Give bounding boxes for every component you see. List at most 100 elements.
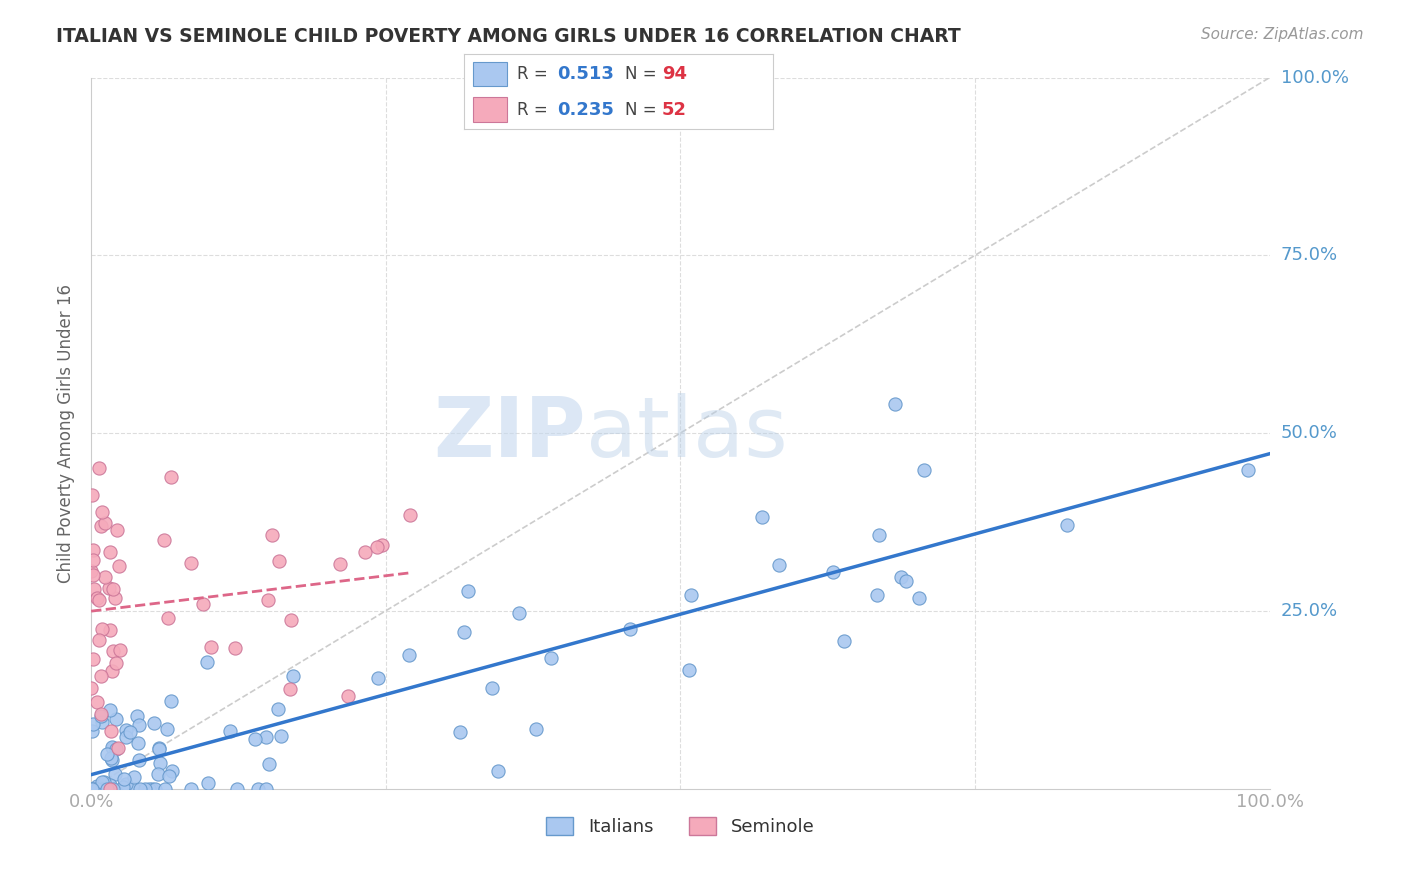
Point: [751, 509, 773, 524]
Point: [907, 591, 929, 606]
Text: Source: ZipAtlas.com: Source: ZipAtlas.com: [1201, 27, 1364, 42]
Point: [127, 736, 149, 750]
Point: [96, 781, 118, 796]
Point: [257, 592, 280, 607]
Point: [104, 767, 127, 781]
Point: [98, 781, 121, 796]
Point: [86, 781, 108, 796]
Point: [101, 582, 124, 597]
Point: [83, 781, 105, 796]
Point: [94, 516, 117, 530]
Point: [366, 540, 388, 554]
Point: [157, 769, 180, 783]
Point: [912, 463, 935, 477]
Point: [280, 613, 302, 627]
Point: [540, 651, 562, 665]
Point: [82, 781, 104, 796]
Point: [257, 757, 280, 772]
Point: [82, 717, 104, 731]
Point: [104, 591, 127, 605]
Point: [89, 593, 111, 607]
Point: [1056, 517, 1078, 532]
Text: 25.0%: 25.0%: [1281, 602, 1339, 620]
Point: [399, 508, 422, 522]
Point: [283, 669, 305, 683]
Point: [619, 623, 641, 637]
Point: [160, 469, 183, 483]
Point: [129, 781, 152, 796]
Point: [329, 557, 352, 571]
Point: [96, 747, 118, 761]
Point: [269, 554, 291, 568]
Point: [267, 702, 290, 716]
Point: [367, 671, 389, 685]
Point: [101, 644, 124, 658]
Point: [91, 714, 114, 729]
Point: [153, 781, 176, 796]
Point: [101, 741, 124, 756]
Point: [134, 781, 156, 796]
Point: [90, 709, 112, 723]
Point: [105, 657, 128, 671]
Point: [894, 574, 917, 588]
Point: [101, 754, 124, 768]
Point: [153, 533, 176, 547]
Point: [115, 777, 138, 791]
Text: 52: 52: [662, 101, 688, 119]
Text: R =: R =: [516, 65, 553, 83]
Point: [254, 730, 277, 744]
Point: [82, 568, 104, 582]
Point: [156, 722, 179, 736]
Point: [90, 669, 112, 683]
Point: [678, 664, 700, 678]
Point: [108, 558, 131, 573]
Point: [101, 781, 124, 796]
Point: [105, 523, 128, 537]
Point: [100, 664, 122, 678]
Point: [82, 781, 104, 796]
Point: [195, 655, 218, 669]
Point: [90, 706, 112, 721]
Point: [86, 591, 108, 605]
Text: ITALIAN VS SEMINOLE CHILD POVERTY AMONG GIRLS UNDER 16 CORRELATION CHART: ITALIAN VS SEMINOLE CHILD POVERTY AMONG …: [56, 27, 960, 45]
Text: R =: R =: [516, 101, 553, 119]
Point: [354, 545, 377, 559]
Point: [821, 565, 844, 579]
Point: [883, 397, 905, 411]
Point: [97, 582, 120, 596]
Point: [82, 488, 104, 502]
Point: [83, 582, 105, 596]
Point: [457, 584, 479, 599]
Point: [865, 588, 887, 602]
Point: [200, 640, 222, 655]
Point: [82, 552, 104, 566]
Point: [122, 770, 145, 784]
Text: 0.513: 0.513: [557, 65, 613, 83]
Point: [94, 569, 117, 583]
Point: [98, 778, 121, 792]
Point: [141, 781, 163, 796]
Point: [80, 565, 103, 579]
Text: N =: N =: [624, 65, 662, 83]
Point: [336, 689, 359, 703]
Point: [138, 781, 160, 796]
Point: [398, 648, 420, 662]
Point: [100, 739, 122, 754]
Point: [108, 643, 131, 657]
Point: [100, 724, 122, 739]
Point: [90, 781, 112, 796]
Point: [93, 774, 115, 789]
Point: [270, 729, 292, 743]
Point: [197, 776, 219, 790]
Point: [122, 781, 145, 796]
Point: [160, 693, 183, 707]
Point: [481, 681, 503, 696]
Text: 94: 94: [662, 65, 688, 83]
Point: [449, 725, 471, 739]
Bar: [474, 62, 508, 87]
Point: [832, 633, 855, 648]
Point: [98, 545, 121, 559]
Point: [224, 640, 246, 655]
Point: [681, 588, 703, 602]
Point: [191, 597, 214, 611]
